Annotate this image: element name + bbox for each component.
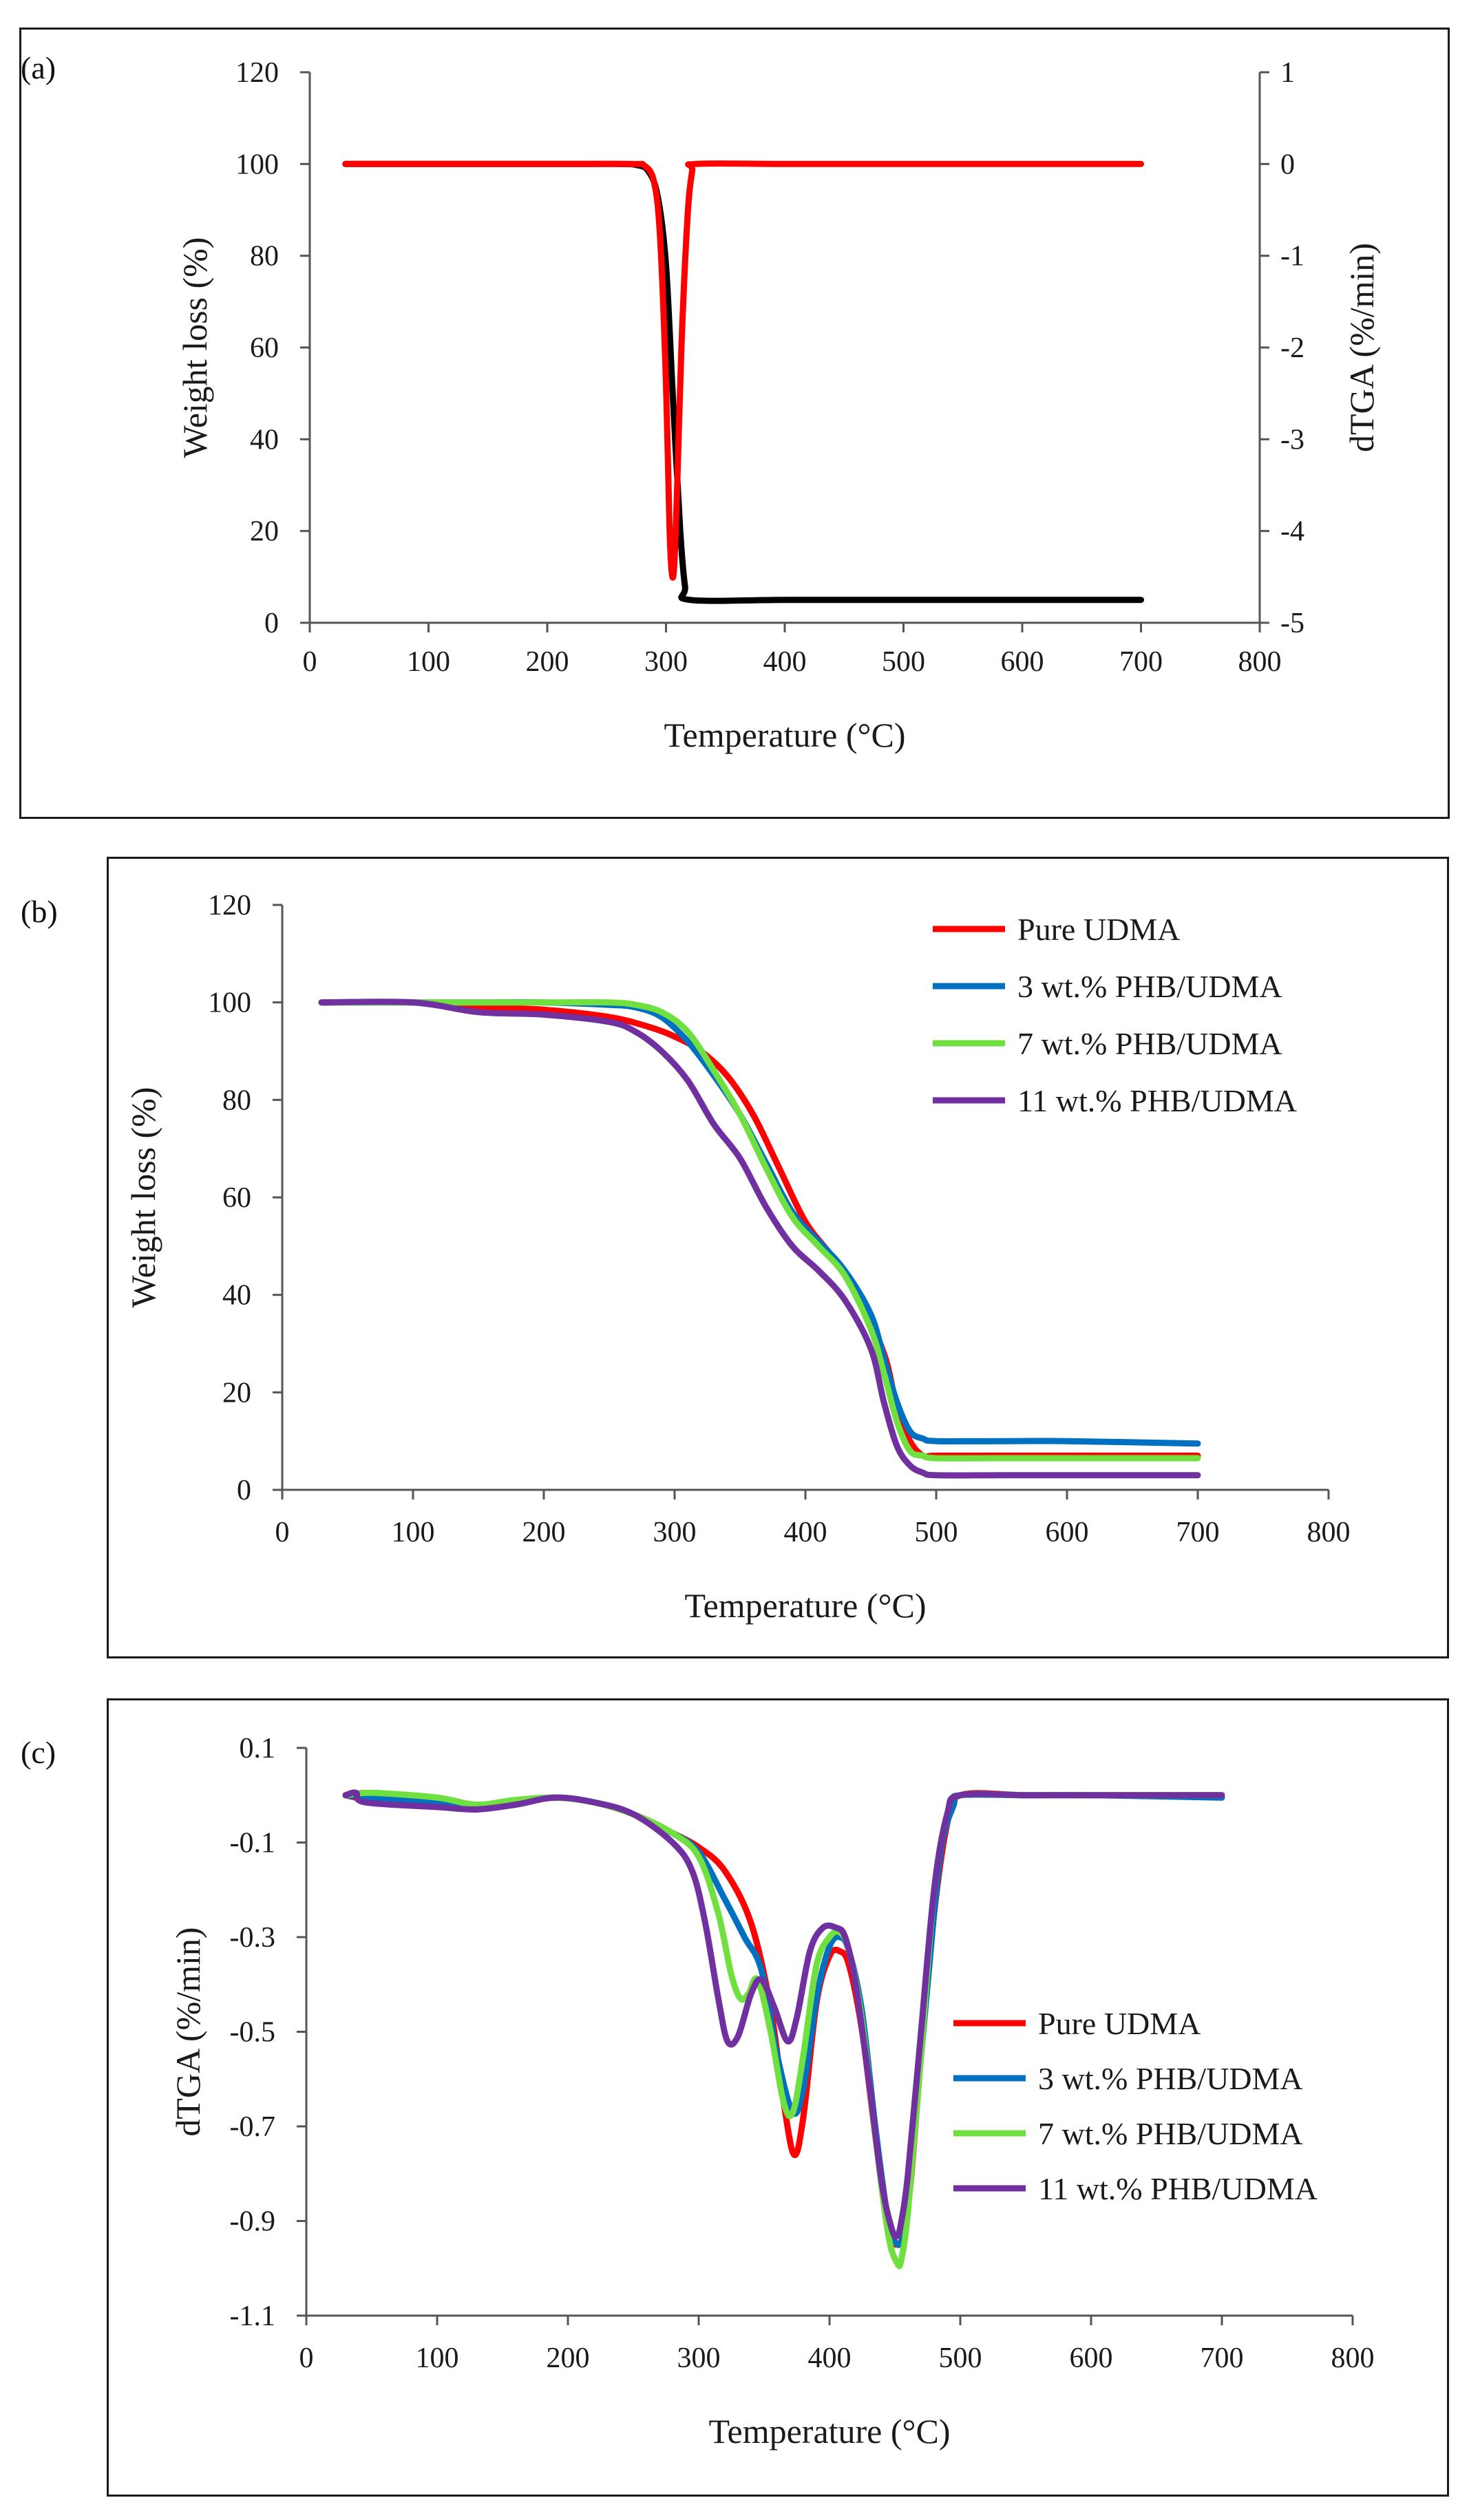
panel-a-x-tick-label: 100 (407, 646, 450, 678)
panel-a-y2-tick-label: -3 (1280, 424, 1304, 456)
panel-c-legend-label: 11 wt.% PHB/UDMA (1038, 2171, 1318, 2206)
panel-a-series-dtga (342, 160, 1144, 581)
panel-c-legend-label: Pure UDMA (1038, 2006, 1201, 2041)
panel-b-x-tick-label: 300 (653, 1517, 697, 1548)
panel-a-x-tick-label: 800 (1238, 646, 1282, 678)
panel-a-x-tick-label: 0 (303, 646, 317, 678)
panel-a-y2-tick-label: -5 (1280, 608, 1304, 639)
panel-b-legend-label: 7 wt.% PHB/UDMA (1017, 1026, 1282, 1061)
panel-c-label: (c) (21, 1735, 56, 1770)
panel-b-series-11-wt-phb-udma (318, 999, 1201, 1479)
panel-b-y-tick-label: 40 (222, 1280, 251, 1312)
panel-c-legend-label: 7 wt.% PHB/UDMA (1038, 2116, 1303, 2151)
panel-a-y-tick-label: 120 (235, 57, 279, 89)
panel-b-y-tick-label: 120 (208, 890, 251, 921)
panel-c-x-axis-title: Temperature (°C) (708, 2412, 950, 2450)
panel-c-y-tick-label: -0.1 (230, 1828, 276, 1859)
panel-a-y2-tick-label: 1 (1280, 57, 1295, 89)
panel-c-x-tick-label: 300 (677, 2342, 721, 2374)
panel-c-y-tick-label: 0.1 (240, 1733, 276, 1764)
panel-a-y-tick-label: 20 (250, 516, 279, 548)
panel-a-y2-tick-label: -4 (1280, 516, 1304, 548)
panel-b-frame (107, 857, 1449, 1658)
panel-c-x-tick-label: 800 (1331, 2342, 1375, 2374)
panel-b-series-pure-udma (318, 999, 1201, 1460)
panel-a-series-weight-loss (342, 160, 1144, 604)
panel-a-x-tick-label: 200 (526, 646, 569, 678)
panel-c-y-axis-title: dTGA (%/min) (169, 1927, 207, 2136)
panel-a-y-tick-label: 100 (235, 149, 279, 180)
panel-a-y2-tick-label: 0 (1280, 149, 1295, 180)
panel-a-label: (a) (21, 50, 56, 85)
panel-b-x-tick-label: 600 (1046, 1517, 1089, 1548)
panel-a-x-tick-label: 300 (644, 646, 688, 678)
panel-c-x-tick-label: 100 (416, 2342, 459, 2374)
panel-a-frame (19, 28, 1450, 819)
panel-c-y-tick-label: -0.5 (230, 2017, 276, 2049)
panel-a-y2-tick-label: -2 (1280, 332, 1304, 364)
panel-a-y2-tick-label: -1 (1280, 241, 1304, 273)
panel-a-y2-axis-title: dTGA (%/min) (1342, 243, 1381, 452)
panel-c-frame (107, 1698, 1449, 2497)
panel-c-y-tick-label: -1.1 (230, 2300, 276, 2332)
panel-b-legend-label: Pure UDMA (1017, 912, 1180, 947)
panel-b-y-tick-label: 20 (222, 1377, 251, 1409)
panel-b-x-tick-label: 500 (915, 1517, 958, 1548)
panel-c-y-tick-label: -0.9 (230, 2206, 276, 2238)
panel-b-x-axis-title: Temperature (°C) (684, 1586, 926, 1625)
panel-a-x-tick-label: 600 (1001, 646, 1044, 678)
panel-b-x-tick-label: 800 (1307, 1517, 1351, 1548)
panel-a-y-tick-label: 80 (250, 241, 279, 273)
panel-a-x-tick-label: 400 (763, 646, 807, 678)
panel-b-x-tick-label: 700 (1176, 1517, 1220, 1548)
panel-b-y-tick-label: 0 (237, 1475, 251, 1506)
panel-c-x-tick-label: 400 (808, 2342, 852, 2374)
panel-b-y-tick-label: 100 (208, 987, 251, 1019)
panel-a-y-tick-label: 0 (264, 608, 279, 639)
panel-b-y-tick-label: 80 (222, 1085, 251, 1116)
panel-c-y-tick-label: -0.3 (230, 1922, 276, 1954)
panel-c-x-tick-label: 700 (1201, 2342, 1244, 2374)
panel-b-x-tick-label: 400 (784, 1517, 827, 1548)
panel-a-x-tick-label: 700 (1119, 646, 1163, 678)
panel-a-y-tick-label: 60 (250, 332, 279, 364)
panel-b-series-3-wt-phb-udma (318, 999, 1201, 1447)
panel-a-x-tick-label: 500 (882, 646, 925, 678)
panel-b-x-tick-label: 100 (392, 1517, 435, 1548)
panel-a-y-tick-label: 40 (250, 424, 279, 456)
panel-c-x-tick-label: 600 (1070, 2342, 1113, 2374)
panel-b-legend-label: 3 wt.% PHB/UDMA (1017, 969, 1282, 1004)
panel-a-y-axis-title: Weight loss (%) (176, 237, 214, 458)
panel-c-y-tick-label: -0.7 (230, 2111, 276, 2143)
panel-c-x-tick-label: 0 (299, 2342, 314, 2374)
panel-b-series-7-wt-phb-udma (318, 999, 1201, 1462)
panel-b-y-axis-title: Weight loss (%) (124, 1087, 162, 1308)
panel-c-x-tick-label: 200 (547, 2342, 590, 2374)
panel-b-y-tick-label: 60 (222, 1182, 251, 1214)
panel-b-label: (b) (21, 894, 58, 929)
panel-b-x-tick-label: 200 (522, 1517, 566, 1548)
panel-c-legend-label: 3 wt.% PHB/UDMA (1038, 2061, 1303, 2096)
panel-b-x-tick-label: 0 (275, 1517, 290, 1548)
panel-a-x-axis-title: Temperature (°C) (664, 716, 905, 754)
panel-c-x-tick-label: 500 (939, 2342, 982, 2374)
panel-b-legend-label: 11 wt.% PHB/UDMA (1017, 1083, 1297, 1118)
panel-c-series-11-wt-phb-udma (342, 1789, 1225, 2240)
